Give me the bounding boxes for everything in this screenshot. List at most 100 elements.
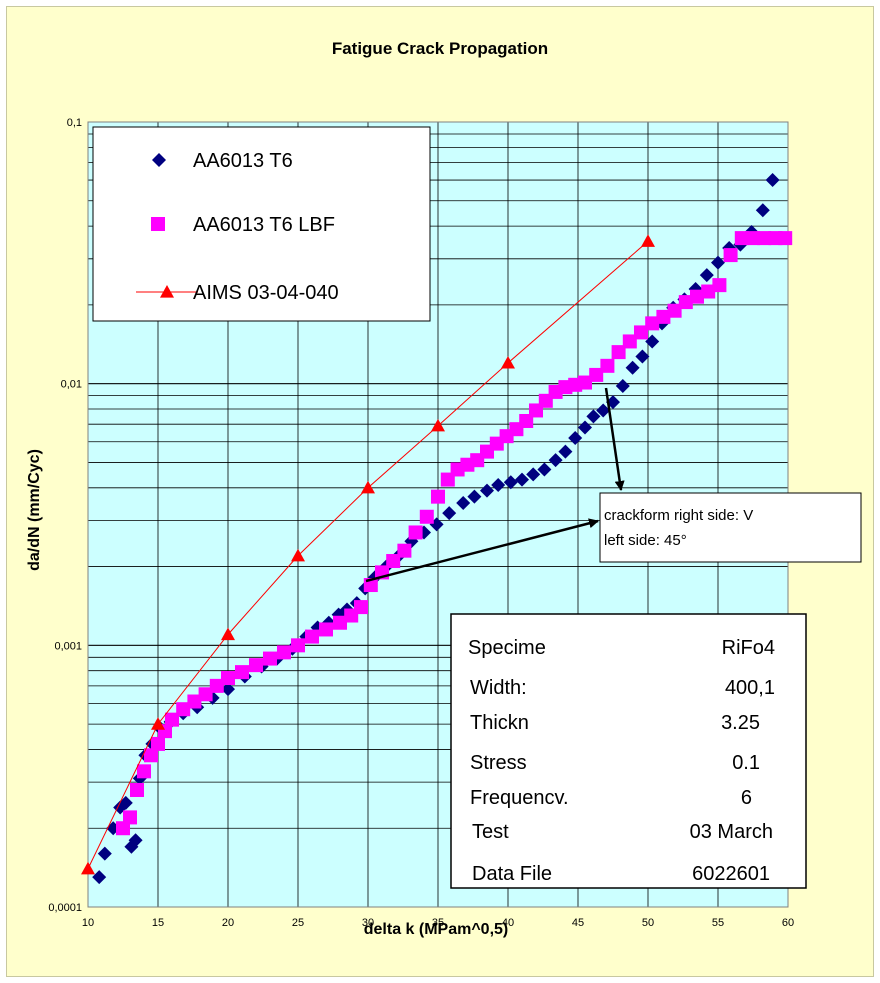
legend: AA6013 T6 AA6013 T6 LBF AIMS 03-04-040 bbox=[92, 126, 431, 322]
data-point-aims bbox=[151, 717, 165, 730]
data-point-aa6013-t6 bbox=[711, 255, 725, 270]
data-point-aa6013-t6 bbox=[480, 483, 494, 498]
y-tick-label: 0,1 bbox=[67, 117, 82, 129]
data-point-aa6013-t6-lbf bbox=[130, 782, 144, 797]
info-value: 6022601 bbox=[692, 863, 770, 885]
data-point-aa6013-t6-lbf bbox=[678, 295, 693, 310]
chart-title: Fatigue Crack Propagation bbox=[332, 39, 548, 58]
data-point-aa6013-t6 bbox=[765, 173, 780, 188]
data-point-aa6013-t6-lbf bbox=[151, 736, 165, 751]
data-point-aa6013-t6-lbf bbox=[746, 231, 760, 246]
data-point-aa6013-t6-lbf bbox=[116, 821, 130, 836]
y-tick-label: 0,0001 bbox=[48, 902, 82, 914]
data-point-aa6013-t6 bbox=[128, 833, 143, 848]
data-point-aa6013-t6-lbf bbox=[778, 231, 793, 246]
data-point-aa6013-t6-lbf bbox=[519, 413, 534, 428]
x-tick-label: 40 bbox=[502, 917, 514, 929]
data-point-aa6013-t6-lbf bbox=[144, 748, 158, 763]
y-axis-label: da/dN (mm/Cyc) bbox=[26, 449, 43, 571]
data-point-aa6013-t6-lbf bbox=[656, 309, 671, 324]
data-point-aa6013-t6-lbf bbox=[757, 231, 772, 246]
data-point-aa6013-t6-lbf bbox=[235, 665, 249, 680]
x-tick-label: 15 bbox=[152, 917, 164, 929]
data-point-aa6013-t6-lbf bbox=[305, 629, 319, 644]
legend-marker-aa6013-t6-lbf bbox=[151, 217, 165, 231]
info-value: 03 March bbox=[690, 821, 773, 843]
legend-marker-aa6013-t6 bbox=[152, 153, 166, 167]
data-point-aa6013-t6 bbox=[221, 682, 235, 697]
data-point-aa6013-t6-lbf bbox=[408, 525, 423, 540]
data-point-aa6013-t6 bbox=[467, 489, 482, 504]
data-point-aims bbox=[501, 355, 515, 369]
data-point-aa6013-t6 bbox=[635, 349, 650, 364]
x-tick-label: 55 bbox=[712, 917, 724, 929]
x-tick-label: 10 bbox=[82, 917, 94, 929]
data-point-aa6013-t6-lbf bbox=[333, 615, 347, 630]
data-point-aa6013-t6-lbf bbox=[277, 645, 291, 660]
data-point-aa6013-t6-lbf bbox=[221, 671, 235, 686]
data-point-aims bbox=[641, 234, 655, 247]
data-point-aims bbox=[291, 548, 305, 562]
data-point-aa6013-t6 bbox=[596, 403, 611, 418]
data-point-aa6013-t6-lbf bbox=[319, 622, 333, 637]
data-point-aa6013-t6-lbf bbox=[600, 358, 615, 373]
data-point-aims bbox=[431, 418, 445, 432]
x-tick-label: 50 bbox=[642, 917, 654, 929]
data-point-aa6013-t6 bbox=[586, 409, 601, 424]
info-box bbox=[450, 613, 807, 889]
annotation-line: crackform right side: V bbox=[604, 507, 753, 524]
annotation: crackform right side: V left side: 45° bbox=[365, 387, 862, 583]
x-tick-label: 30 bbox=[362, 917, 374, 929]
data-point-aa6013-t6-lbf bbox=[263, 651, 277, 666]
data-point-aa6013-t6-lbf bbox=[123, 810, 137, 825]
data-point-aa6013-t6-lbf bbox=[431, 489, 445, 504]
data-point-aa6013-t6-lbf bbox=[249, 658, 263, 673]
data-point-aa6013-t6-lbf bbox=[611, 345, 626, 360]
data-point-aa6013-t6 bbox=[503, 475, 518, 490]
data-point-aa6013-t6 bbox=[537, 462, 552, 477]
data-point-aa6013-t6 bbox=[515, 472, 529, 487]
data-point-aa6013-t6-lbf bbox=[690, 289, 704, 304]
data-point-aims bbox=[81, 861, 95, 875]
data-point-aa6013-t6-lbf bbox=[723, 248, 738, 263]
annotation-line: left side: 45° bbox=[604, 532, 687, 549]
data-point-aa6013-t6 bbox=[615, 378, 630, 393]
legend-label-aa6013-t6-lbf: AA6013 T6 LBF bbox=[193, 214, 335, 236]
data-point-aa6013-t6 bbox=[456, 495, 471, 510]
data-point-aa6013-t6 bbox=[645, 334, 660, 349]
data-point-aa6013-t6-lbf bbox=[137, 764, 151, 779]
series-line-aims bbox=[87, 240, 649, 869]
data-point-aa6013-t6-lbf bbox=[291, 638, 305, 653]
x-tick-label: 20 bbox=[222, 917, 234, 929]
specimen-info: Specime RiFo4 Width: 400,1 Thickn 3.25 Stress 0… bbox=[450, 613, 807, 889]
data-point-aa6013-t6-lbf bbox=[176, 702, 191, 717]
data-point-aa6013-t6-lbf bbox=[712, 278, 727, 293]
data-point-aa6013-t6-lbf bbox=[634, 325, 648, 340]
plot-layer: 10 15 20 25 30 35 40 45 50 55 60 0,0001 0,001 0,01 0,1… bbox=[48, 117, 862, 929]
info-value: RiFo4 bbox=[722, 637, 775, 659]
data-point-aa6013-t6-lbf bbox=[667, 303, 682, 318]
data-point-aa6013-t6 bbox=[548, 453, 563, 468]
x-axis-label: delta k (MPam^0,5) bbox=[364, 921, 509, 938]
data-point-aa6013-t6 bbox=[568, 430, 583, 445]
data-point-aa6013-t6 bbox=[578, 420, 592, 435]
info-label: Stress bbox=[470, 752, 527, 774]
data-point-aa6013-t6 bbox=[625, 360, 640, 375]
legend-label-aa6013-t6: AA6013 T6 bbox=[193, 150, 293, 172]
info-label: Width: bbox=[470, 677, 527, 699]
data-point-aa6013-t6 bbox=[558, 444, 573, 459]
data-point-aa6013-t6-lbf bbox=[645, 316, 660, 331]
data-point-aa6013-t6-lbf bbox=[397, 543, 412, 558]
data-point-aa6013-t6-lbf bbox=[701, 284, 716, 299]
data-point-aa6013-t6 bbox=[755, 203, 770, 218]
y-tick-label: 0,01 bbox=[61, 379, 82, 391]
data-point-aa6013-t6-lbf bbox=[209, 678, 224, 693]
data-point-aims bbox=[361, 480, 375, 494]
legend-box bbox=[92, 126, 431, 322]
info-label: Thickn bbox=[470, 712, 529, 734]
data-point-aa6013-t6-lbf bbox=[386, 554, 401, 569]
legend-marker-aims bbox=[160, 285, 174, 298]
info-label: Frequencv. bbox=[470, 787, 569, 809]
info-value: 400,1 bbox=[725, 677, 775, 699]
x-tick-label: 35 bbox=[432, 917, 444, 929]
